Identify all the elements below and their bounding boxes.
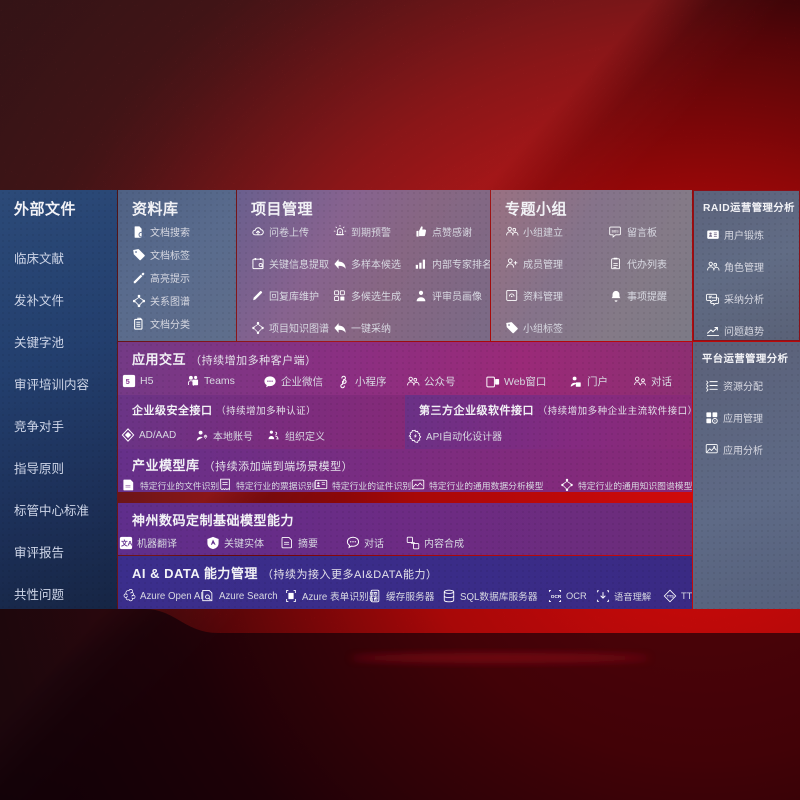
svg-text:文A: 文A	[121, 538, 133, 547]
svg-text:TTS: TTS	[667, 594, 674, 598]
svg-text:OCR: OCR	[551, 594, 562, 600]
svg-text:BBS: BBS	[612, 229, 620, 233]
svg-text:5: 5	[126, 377, 130, 386]
